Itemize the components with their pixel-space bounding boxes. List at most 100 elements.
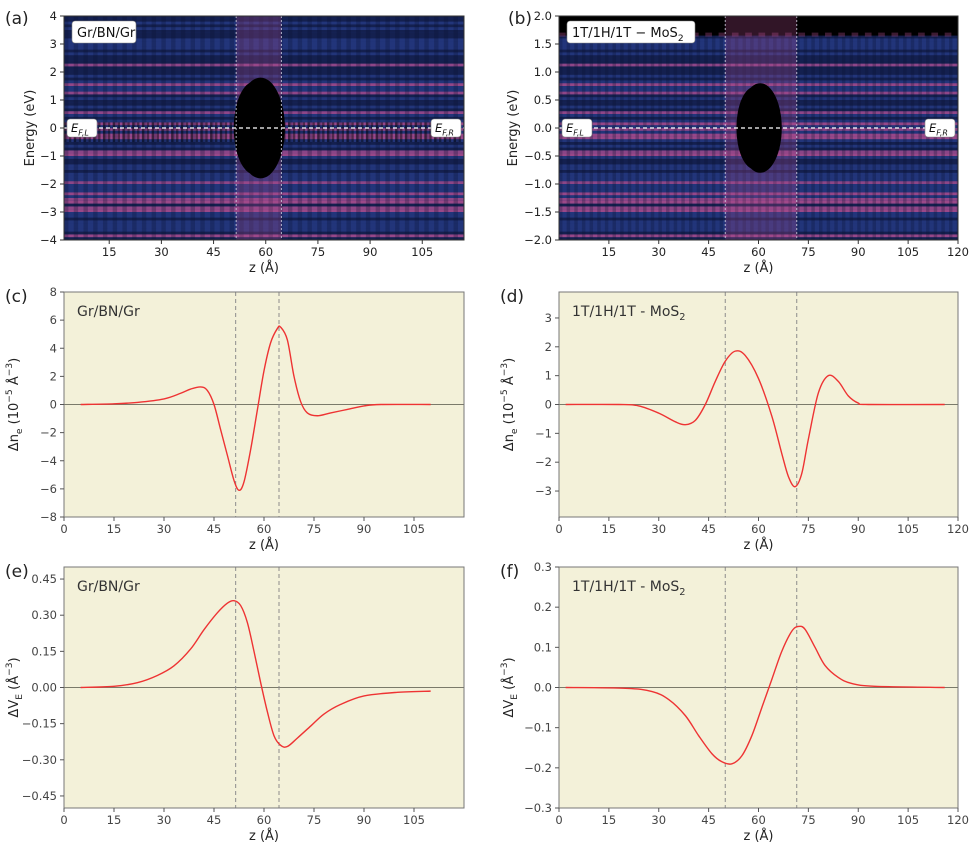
spatial-ripple (326, 16, 332, 240)
fermi-ripple (205, 122, 208, 142)
fermi-ripple (132, 122, 135, 142)
spatial-ripple (689, 16, 693, 240)
fermi-label-left-box (66, 118, 98, 138)
y-tick-label: −2 (40, 177, 57, 191)
fermi-ripple (326, 122, 330, 142)
x-tick-label: 30 (651, 522, 666, 536)
panel-label: 1T/1H/1T − MoS2 (572, 26, 684, 44)
energy-stripe (559, 223, 958, 226)
fermi-ripple (356, 122, 359, 142)
fermi-ripple (112, 122, 116, 142)
top-gap-edge (891, 32, 899, 37)
x-tick-label: 15 (107, 522, 122, 536)
spatial-ripple (424, 16, 429, 240)
y-tick-label: −2 (40, 426, 57, 440)
fermi-ripple (229, 122, 232, 142)
fermi-ripple (409, 122, 413, 142)
x-tick-label: 15 (602, 522, 617, 536)
y-tick-label: −2 (535, 455, 552, 469)
panel-label: Gr/BN/Gr (77, 579, 140, 595)
fermi-ripple (200, 122, 203, 142)
top-gap-edge (864, 32, 872, 37)
y-axis-label: Energy (eV) (23, 90, 38, 167)
y-tick-label: 4 (50, 9, 57, 23)
fermi-ripple (166, 122, 169, 142)
fermi-label-right: EF,R (435, 121, 454, 137)
fermi-ripple (302, 122, 306, 142)
energy-stripe (64, 237, 464, 240)
fermi-ripple (190, 122, 194, 142)
panel-letter: (c) (5, 287, 28, 307)
x-tick-label: 120 (947, 245, 969, 259)
fermi-ripple (322, 122, 325, 142)
top-gap-edge (931, 32, 939, 37)
x-axis-label: z (Å) (744, 828, 774, 844)
y-axis-label: Δne (10−5 Å−3) (5, 358, 25, 451)
fermi-ripple (395, 122, 398, 142)
energy-stripe (559, 220, 958, 224)
x-tick-label: 30 (651, 813, 666, 827)
top-gap-edge (878, 32, 885, 37)
energy-stripe (64, 41, 464, 44)
y-tick-label: −2.0 (524, 233, 552, 247)
y-tick-label: 0.0 (534, 681, 552, 695)
energy-stripe (559, 200, 958, 204)
y-tick-label: 2 (50, 65, 57, 79)
fermi-ripple (224, 122, 228, 142)
energy-stripe (559, 214, 958, 218)
fermi-label-left: EF,L (566, 121, 584, 137)
energy-stripe (64, 52, 464, 56)
x-tick-label: 90 (363, 245, 378, 259)
y-tick-label: −1.0 (524, 177, 552, 191)
energy-stripe (64, 35, 464, 39)
top-gap-edge (705, 32, 712, 37)
fermi-ripple (351, 122, 354, 142)
spatial-ripple (956, 16, 958, 240)
y-tick-label: −0.15 (22, 717, 57, 731)
fermi-ripple (156, 122, 159, 142)
top-gap-edge (785, 32, 792, 37)
spatial-ripple (612, 16, 616, 240)
energy-stripe (559, 66, 958, 70)
energy-stripe (559, 198, 958, 201)
fermi-label-right-box (924, 118, 956, 138)
y-tick-label: −6 (40, 482, 57, 496)
top-gap-edge (838, 32, 845, 37)
y-tick-label: 2.0 (534, 9, 552, 23)
y-tick-label: −0.3 (524, 801, 552, 815)
energy-stripe (559, 226, 958, 229)
top-gap-edge (825, 32, 832, 37)
x-axis-label: z (Å) (249, 260, 279, 276)
top-gap-edge (771, 32, 779, 37)
energy-stripe (64, 46, 464, 50)
energy-stripe (64, 30, 464, 33)
fermi-ripple (414, 122, 418, 142)
heatmap-image (559, 16, 958, 240)
energy-stripe (64, 231, 464, 235)
energy-stripe (64, 198, 464, 201)
y-tick-label: 2 (50, 369, 57, 383)
energy-stripe (559, 231, 958, 235)
x-tick-label: 15 (102, 245, 117, 259)
spatial-ripple (375, 16, 381, 240)
spatial-ripple (864, 16, 869, 240)
energy-stripe (559, 55, 958, 58)
y-tick-label: 6 (50, 313, 57, 327)
energy-stripe (559, 46, 958, 50)
y-tick-label: 4 (50, 341, 57, 355)
spatial-ripple (849, 16, 854, 240)
panel-label: 1T/1H/1T - MoS2 (572, 304, 686, 323)
x-tick-label: 105 (411, 245, 433, 259)
energy-stripe (559, 237, 958, 240)
energy-stripe (64, 55, 464, 58)
energy-stripe (559, 175, 958, 179)
energy-stripe (559, 184, 958, 187)
top-gap-edge (904, 32, 912, 37)
panel-e-potential: 0 15 30 45 60 75 90 105 −0.45 −0.30 −0.15 0.00 0.15 0… (5, 562, 465, 844)
spatial-ripple (102, 16, 108, 240)
y-tick-label: 0 (545, 398, 552, 412)
fermi-ripple (375, 122, 379, 142)
fermi-ripple (390, 122, 393, 142)
x-tick-label: 90 (851, 813, 866, 827)
y-tick-label: −1.5 (524, 205, 552, 219)
